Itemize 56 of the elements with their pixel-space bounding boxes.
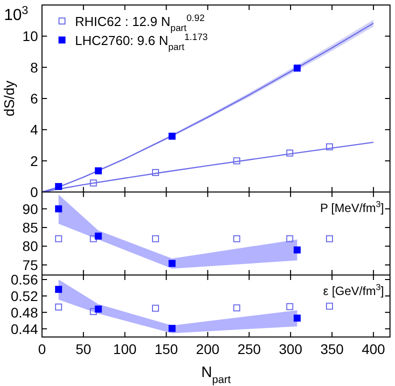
- y-tick-label: 4: [30, 122, 38, 138]
- point: [152, 235, 160, 242]
- y-tick-label: 75: [22, 256, 38, 273]
- point: [55, 286, 62, 293]
- x-tick-label: 350: [320, 341, 344, 357]
- point: [90, 308, 97, 316]
- point: [152, 169, 160, 176]
- x-tick-label: 150: [154, 341, 178, 357]
- annotation: ε [GeV/fm$^{3}$]: [323, 282, 384, 298]
- point: [294, 246, 301, 254]
- y-tick-label: 0: [30, 184, 38, 200]
- text: 10$^{3}$: [4, 5, 28, 24]
- point: [152, 304, 160, 312]
- y-tick-label: 0.52: [10, 288, 38, 304]
- y-tick-label: 10: [22, 28, 38, 44]
- point: [326, 302, 334, 310]
- x-tick-label: 250: [237, 341, 262, 357]
- y-tick-label: 85: [22, 220, 38, 236]
- x-tick-label: 200: [196, 341, 220, 357]
- x-tick-label: 100: [113, 341, 137, 357]
- point: [94, 306, 102, 313]
- y-tick-label: 90: [22, 200, 38, 217]
- x-tick-label: 50: [76, 341, 92, 357]
- y-tick-label: 6: [30, 90, 38, 106]
- point: [286, 235, 294, 242]
- point: [168, 260, 176, 267]
- y-tick-label: 8: [30, 59, 38, 76]
- point: [94, 232, 102, 240]
- point: [294, 64, 301, 72]
- annotation: P [MeV/fm$^{3}$]: [320, 199, 384, 215]
- x-tick-label: 400: [362, 341, 386, 357]
- y-tick-label: 80: [22, 238, 38, 254]
- x-axis-title: N$_{part}$: [201, 364, 231, 386]
- point: [90, 179, 97, 186]
- point: [55, 205, 62, 212]
- point: [55, 304, 62, 311]
- point: [326, 235, 334, 242]
- y-tick-label: 0.44: [10, 320, 38, 337]
- x-tick-label: 300: [278, 341, 302, 357]
- point: [168, 132, 176, 140]
- point: [94, 167, 102, 174]
- point: [286, 303, 294, 310]
- point: [294, 314, 301, 322]
- point: [55, 183, 62, 190]
- point: [326, 143, 334, 150]
- point: [168, 324, 176, 332]
- point: [233, 304, 240, 312]
- y-tick-label: 0.56: [10, 272, 38, 288]
- point: [286, 150, 294, 157]
- y-axis-title: dS/dy: [1, 80, 17, 116]
- point: [233, 157, 240, 164]
- y-tick-label: 0.48: [10, 304, 38, 320]
- point: [55, 235, 62, 242]
- point: [233, 235, 240, 242]
- point: [90, 235, 97, 242]
- y-tick-label: 2: [30, 152, 38, 169]
